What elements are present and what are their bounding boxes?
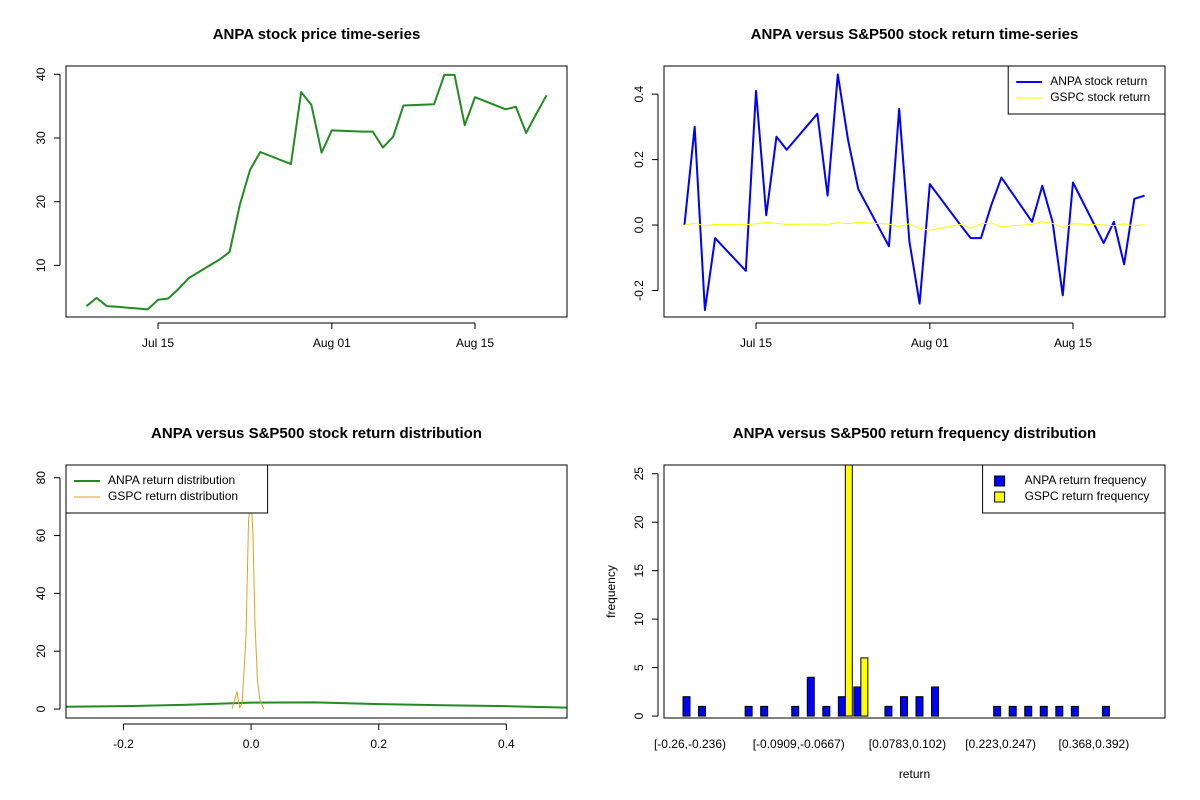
plot-frame bbox=[663, 65, 1166, 318]
legend-label: ANPA return frequency bbox=[1025, 473, 1147, 487]
plot-area bbox=[66, 494, 567, 710]
x-tick-label: Jul 15 bbox=[142, 336, 174, 350]
legend-label: GSPC return distribution bbox=[108, 489, 238, 503]
y-tick-label: 10 bbox=[632, 612, 646, 626]
plot-area bbox=[682, 465, 1110, 717]
bar bbox=[844, 465, 853, 717]
bar bbox=[993, 705, 1002, 717]
bar bbox=[853, 686, 862, 717]
chart-title: ANPA versus S&P500 stock return time-ser… bbox=[751, 26, 1079, 43]
y-tick-label: 20 bbox=[34, 644, 48, 658]
legend-label: ANPA stock return bbox=[1050, 74, 1147, 88]
bar bbox=[1008, 705, 1017, 717]
bar bbox=[884, 705, 893, 717]
legend-label: GSPC return frequency bbox=[1025, 489, 1150, 503]
legend-box bbox=[982, 464, 1166, 514]
bar bbox=[899, 696, 908, 717]
legend-box bbox=[1007, 65, 1166, 115]
legend-label: GSPC stock return bbox=[1050, 90, 1150, 104]
bar bbox=[822, 705, 831, 717]
x-tick-label: 0.4 bbox=[498, 737, 515, 751]
plot-area bbox=[683, 73, 1145, 312]
x-tick-label: Aug 15 bbox=[1054, 336, 1092, 350]
bar bbox=[915, 696, 924, 717]
data-line bbox=[684, 221, 1145, 231]
y-tick-label: 0 bbox=[34, 705, 48, 712]
bar bbox=[1039, 705, 1048, 717]
bar bbox=[860, 657, 869, 717]
bar bbox=[806, 676, 815, 717]
y-tick-label: 20 bbox=[632, 515, 646, 529]
y-tick-label: 0.4 bbox=[632, 85, 646, 102]
bar bbox=[1055, 705, 1064, 717]
x-tick-label: Aug 15 bbox=[456, 336, 494, 350]
plot-frame bbox=[663, 464, 1166, 719]
x-tick-label: Jul 15 bbox=[740, 336, 772, 350]
y-tick-label: 40 bbox=[34, 586, 48, 600]
y-axis-label: frequency bbox=[604, 565, 618, 618]
x-axis-label: return bbox=[899, 767, 930, 781]
y-tick-label: 0.2 bbox=[632, 151, 646, 168]
bar bbox=[1024, 705, 1033, 717]
legend-swatch bbox=[994, 491, 1006, 503]
y-tick-label: 40 bbox=[34, 67, 48, 81]
x-tick-label: [0.368,0.392) bbox=[1058, 737, 1129, 751]
x-tick-label: -0.2 bbox=[113, 737, 134, 751]
y-tick-label: 60 bbox=[34, 529, 48, 543]
x-tick-label: 0.2 bbox=[370, 737, 387, 751]
y-tick-label: 0 bbox=[632, 712, 646, 719]
x-tick-label: Aug 01 bbox=[911, 336, 949, 350]
x-tick-label: [-0.0909,-0.0667) bbox=[753, 737, 845, 751]
chart-title: ANPA stock price time-series bbox=[213, 26, 421, 43]
y-tick-label: 15 bbox=[632, 564, 646, 578]
bar bbox=[1101, 705, 1110, 717]
data-line bbox=[66, 701, 567, 709]
bar bbox=[682, 696, 691, 717]
y-tick-label: 30 bbox=[34, 131, 48, 145]
y-tick-label: 20 bbox=[34, 195, 48, 209]
plot-frame bbox=[65, 464, 568, 719]
y-tick-label: 25 bbox=[632, 467, 646, 481]
data-line bbox=[683, 73, 1145, 312]
plot-area bbox=[85, 73, 548, 311]
y-tick-label: 0.0 bbox=[632, 216, 646, 233]
bar bbox=[744, 705, 753, 717]
bar bbox=[760, 705, 769, 717]
x-tick-label: [0.223,0.247) bbox=[965, 737, 1036, 751]
y-tick-label: -0.2 bbox=[632, 280, 646, 301]
x-tick-label: [0.0783,0.102) bbox=[869, 737, 946, 751]
x-tick-label: 0.0 bbox=[243, 737, 260, 751]
x-tick-label: [-0.26,-0.236) bbox=[654, 737, 726, 751]
bar bbox=[931, 686, 940, 717]
legend-label: ANPA return distribution bbox=[108, 473, 235, 487]
data-line bbox=[231, 494, 265, 710]
y-tick-label: 80 bbox=[34, 471, 48, 485]
y-tick-label: 10 bbox=[34, 258, 48, 272]
bar bbox=[837, 696, 846, 717]
plot-frame bbox=[65, 65, 568, 318]
chart-title: ANPA versus S&P500 stock return distribu… bbox=[151, 425, 482, 442]
bar bbox=[1070, 705, 1079, 717]
bar bbox=[791, 705, 800, 717]
y-tick-label: 5 bbox=[632, 664, 646, 671]
x-tick-label: Aug 01 bbox=[313, 336, 351, 350]
chart-title: ANPA versus S&P500 return frequency dist… bbox=[733, 425, 1096, 442]
data-line bbox=[85, 73, 548, 311]
bar bbox=[698, 705, 707, 717]
legend-box bbox=[65, 464, 269, 514]
legend-swatch bbox=[994, 475, 1006, 487]
